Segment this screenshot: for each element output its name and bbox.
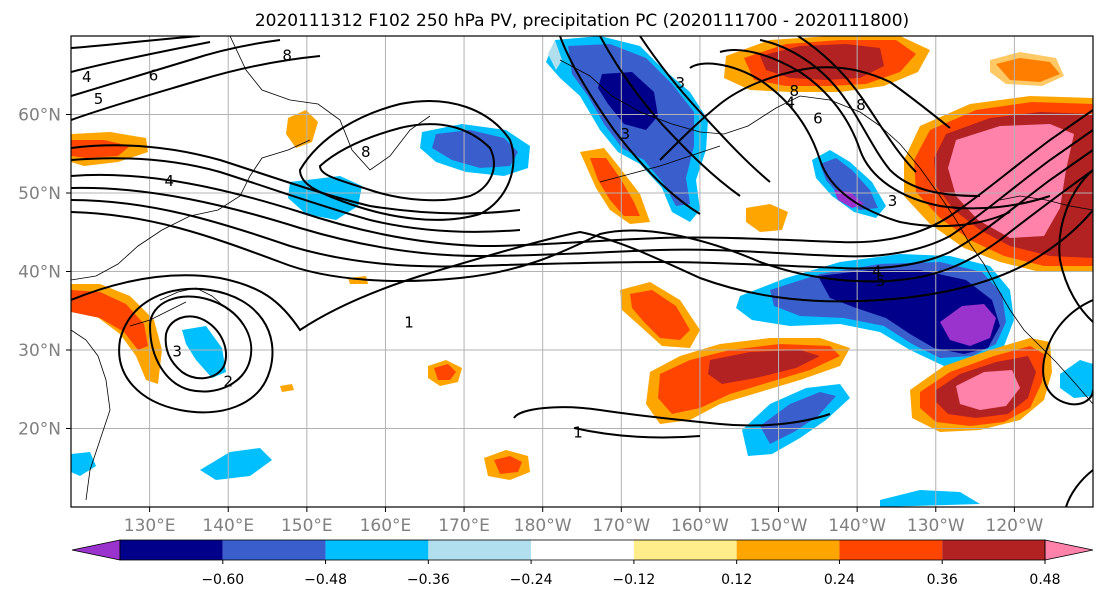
contour-label: 8 xyxy=(856,96,866,114)
latitude-tick-labels: 60°N 50°N 40°N 30°N 20°N xyxy=(18,106,71,440)
colorbar-label: −0.48 xyxy=(304,572,347,588)
colorbar-segment xyxy=(839,540,943,560)
lat-tick-label: 50°N xyxy=(18,184,61,204)
positive-anomaly-pacific-northwest xyxy=(904,96,1093,272)
colorbar-segment xyxy=(222,540,326,560)
lon-tick-label: 170°E xyxy=(438,516,490,536)
colorbar-label: 0.24 xyxy=(824,572,855,588)
colorbar-segment xyxy=(428,540,532,560)
contour-label: 4 xyxy=(786,94,796,112)
contour-label: 5 xyxy=(876,272,886,290)
colorbar-extend-left xyxy=(71,539,121,561)
lon-tick-label: 130°W xyxy=(907,516,965,536)
contour-label: 3 xyxy=(172,343,182,361)
lon-tick-label: 130°E xyxy=(124,516,176,536)
contour-label: 3 xyxy=(675,74,685,92)
figure-title: 2020111312 F102 250 hPa PV, precipitatio… xyxy=(255,11,909,31)
contour-label: 3 xyxy=(888,192,898,210)
colorbar-label: 0.48 xyxy=(1029,572,1060,588)
contour-label: 3 xyxy=(620,125,630,143)
lon-tick-label: 180°W xyxy=(514,516,572,536)
colorbar-label: −0.60 xyxy=(201,572,244,588)
contour-label: 4 xyxy=(872,263,882,281)
contour-label: 1 xyxy=(404,314,414,332)
lon-tick-label: 160°E xyxy=(360,516,412,536)
colorbar-label: 0.12 xyxy=(721,572,752,588)
lon-tick-label: 120°W xyxy=(986,516,1044,536)
lat-tick-label: 20°N xyxy=(18,420,61,440)
lat-tick-label: 60°N xyxy=(18,106,61,126)
negative-anomaly-california xyxy=(736,254,1014,366)
colorbar-segment xyxy=(325,540,429,560)
lon-tick-label: 140°E xyxy=(202,516,254,536)
colorbar-outline xyxy=(119,539,1046,561)
lat-tick-label: 30°N xyxy=(18,341,61,361)
colorbar-label: −0.12 xyxy=(612,572,655,588)
contour-label: 1 xyxy=(573,423,583,441)
contour-label: 2 xyxy=(223,372,233,390)
contour-label: 8 xyxy=(361,143,371,161)
lon-tick-label: 170°W xyxy=(592,516,650,536)
positive-anomaly-mexico xyxy=(910,338,1052,432)
colorbar-extend-right xyxy=(1044,539,1094,561)
contour-label: 6 xyxy=(813,109,823,127)
lon-tick-label: 150°E xyxy=(281,516,333,536)
colorbar-segment xyxy=(736,540,840,560)
coastlines xyxy=(71,36,1093,501)
longitude-tick-labels: 130°E 140°E 150°E 160°E 170°E 180°W 170°W 160°W… xyxy=(124,507,1044,536)
colorbar-label: −0.36 xyxy=(407,572,450,588)
colorbar: −0.60 −0.48 −0.36 −0.24 −0.12 0.12 0.24 0.36 0.4… xyxy=(71,539,1094,588)
colorbar-segment xyxy=(531,540,634,560)
colorbar-label: 0.36 xyxy=(927,572,958,588)
colorbar-segment xyxy=(633,540,737,560)
contour-label: 4 xyxy=(82,68,92,86)
positive-anomaly-central-pacific xyxy=(580,148,850,424)
pv-contours xyxy=(71,36,1093,507)
colorbar-segment xyxy=(120,540,223,560)
contour-label: 8 xyxy=(789,82,799,100)
colorbar-label: −0.24 xyxy=(510,572,553,588)
colorbar-segment xyxy=(942,540,1045,560)
contour-label: 5 xyxy=(94,90,104,108)
contour-label: 4 xyxy=(164,172,174,190)
lon-tick-label: 150°W xyxy=(750,516,808,536)
lat-tick-label: 40°N xyxy=(18,263,61,283)
lon-tick-label: 140°W xyxy=(828,516,886,536)
contour-label: 8 xyxy=(282,47,292,65)
graticule xyxy=(71,36,1093,507)
lon-tick-label: 160°W xyxy=(671,516,729,536)
contour-label: 6 xyxy=(149,66,159,84)
